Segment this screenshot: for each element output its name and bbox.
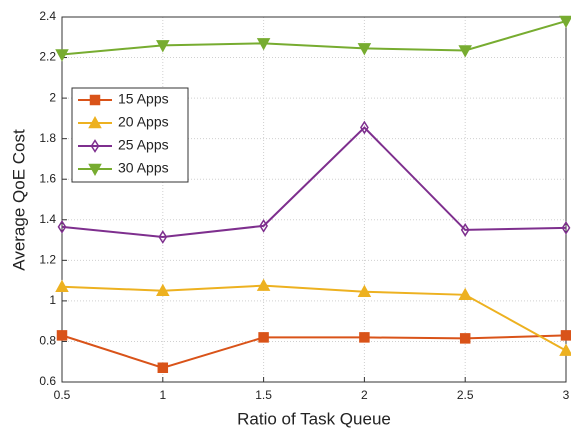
x-tick-label: 2.5 bbox=[457, 388, 474, 402]
marker bbox=[157, 362, 169, 374]
x-axis-title: Ratio of Task Queue bbox=[237, 409, 391, 428]
marker bbox=[559, 343, 571, 356]
marker bbox=[360, 120, 369, 135]
y-tick-label: 1.6 bbox=[39, 171, 56, 185]
marker bbox=[560, 330, 571, 341]
marker bbox=[357, 43, 372, 56]
x-tick-label: 1 bbox=[159, 388, 166, 402]
y-tick-label: 1.4 bbox=[39, 212, 56, 226]
series-line bbox=[61, 20, 567, 56]
marker bbox=[56, 330, 68, 341]
y-axis-title: Average QoE Cost bbox=[9, 129, 28, 271]
legend-label: 30 Apps bbox=[118, 160, 169, 176]
marker bbox=[459, 333, 471, 344]
marker bbox=[256, 278, 271, 291]
marker bbox=[359, 332, 370, 343]
marker bbox=[259, 218, 268, 233]
marker bbox=[57, 219, 67, 234]
series-line bbox=[61, 284, 567, 352]
x-tick-label: 2 bbox=[361, 388, 368, 402]
marker bbox=[258, 332, 269, 343]
marker bbox=[90, 139, 100, 153]
marker bbox=[55, 279, 69, 292]
y-tick-label: 1 bbox=[49, 293, 56, 307]
y-tick-label: 2.4 bbox=[39, 9, 56, 23]
y-tick-label: 1.8 bbox=[39, 131, 56, 145]
marker bbox=[156, 40, 170, 53]
marker bbox=[89, 94, 101, 106]
marker bbox=[88, 163, 102, 177]
x-tick-label: 1.5 bbox=[255, 388, 272, 402]
legend-label: 25 Apps bbox=[118, 137, 169, 153]
x-tick-label: 3 bbox=[563, 388, 570, 402]
marker bbox=[460, 223, 470, 237]
marker bbox=[88, 115, 102, 129]
marker bbox=[156, 283, 170, 296]
series-line bbox=[61, 126, 567, 239]
marker bbox=[559, 15, 571, 29]
x-tick-label: 0.5 bbox=[54, 388, 71, 402]
legend-label: 20 Apps bbox=[118, 114, 169, 130]
marker bbox=[561, 220, 571, 235]
marker bbox=[55, 49, 69, 62]
marker bbox=[357, 284, 372, 298]
series-line bbox=[61, 334, 567, 369]
legend: 15 Apps 20 Apps 25 Apps 30 Apps bbox=[71, 87, 189, 183]
marker bbox=[458, 287, 472, 301]
plot-frame bbox=[61, 16, 567, 383]
marker bbox=[158, 230, 168, 244]
y-tick-label: 0.8 bbox=[39, 334, 56, 348]
marker bbox=[458, 45, 472, 58]
legend-label: 15 Apps bbox=[118, 91, 169, 107]
y-tick-label: 0.6 bbox=[39, 374, 56, 388]
marker bbox=[256, 38, 271, 51]
y-tick-label: 1.2 bbox=[39, 253, 56, 267]
y-tick-label: 2.2 bbox=[39, 50, 56, 64]
y-tick-label: 2 bbox=[49, 90, 56, 104]
